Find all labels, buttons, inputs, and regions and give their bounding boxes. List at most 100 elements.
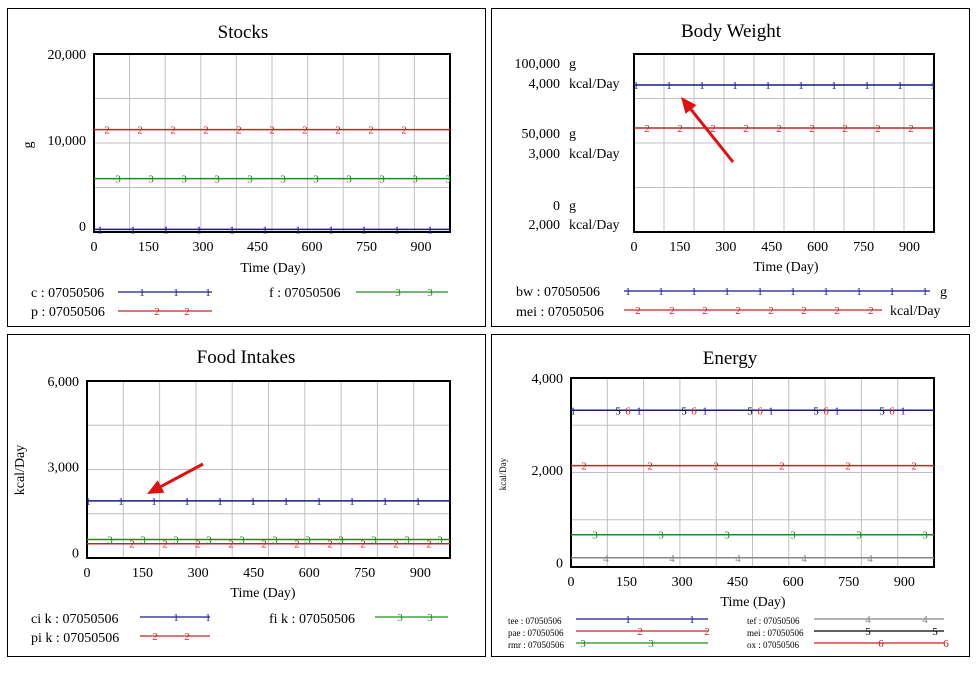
y-axis-label: kcal/Day [498, 457, 508, 490]
series-marker: 3 [658, 530, 664, 542]
series-marker: 1 [415, 496, 421, 508]
annotation-arrow [681, 97, 735, 163]
series-marker: 3 [724, 530, 730, 542]
y-tick-label: 10,000 [48, 134, 87, 149]
arrow-shaft [689, 108, 735, 163]
legend-label: pae : 07050506 [508, 628, 564, 638]
plot-frame [633, 53, 935, 233]
y-unit-label: kcal/Day [569, 147, 620, 162]
series-marker: 4 [801, 553, 807, 565]
series-marker: 2 [401, 125, 407, 137]
series-marker: 1 [897, 80, 903, 92]
series-marker: 3 [445, 174, 451, 186]
x-tick-label: 0 [631, 240, 638, 255]
legend-marker: 1 [205, 612, 211, 624]
x-tick-label: 300 [192, 240, 213, 255]
legend-label: pi k : 07050506 [31, 631, 119, 646]
legend-item: bw : 07050506 1 1 1 1 1 1 1 1 1 1 g [516, 285, 947, 300]
series-marker: 6 [823, 405, 829, 417]
x-tick-label: 450 [727, 575, 748, 590]
x-tick-label: 600 [807, 240, 828, 255]
legend-label: tee : 07050506 [508, 616, 562, 626]
series-marker: 1 [834, 405, 840, 417]
grid [634, 54, 934, 232]
series-marker: 2 [743, 123, 749, 135]
series-marker: 3 [379, 174, 385, 186]
x-tick-label: 900 [410, 240, 431, 255]
series-marker: 5 [747, 405, 753, 417]
legend-marker: 4 [922, 614, 928, 626]
series-marker: 1 [196, 224, 202, 236]
x-tick-label: 0 [91, 240, 98, 255]
legend-marker: 2 [768, 305, 774, 317]
series-marker: 1 [831, 80, 837, 92]
legend-label: c : 07050506 [31, 286, 104, 301]
legend-marker: 2 [735, 305, 741, 317]
legend-marker: 3 [427, 612, 433, 624]
x-tick-label: 300 [672, 575, 693, 590]
grid [571, 378, 934, 567]
y-tick-label: 50,000 [522, 127, 561, 142]
series-5: 5 5 5 5 5 [615, 405, 885, 417]
series-marker: 1 [328, 224, 334, 236]
y-tick-label: 4,000 [532, 372, 564, 387]
series-marker: 3 [338, 534, 344, 546]
series-1: 1 1 1 1 1 1 1 1 1 1 [633, 80, 936, 92]
legend-label: ci k : 07050506 [31, 612, 119, 627]
series-marker: 2 [261, 539, 267, 551]
x-tick-label: 750 [354, 566, 375, 581]
series-marker: 2 [393, 539, 399, 551]
legend-unit: kcal/Day [890, 304, 941, 319]
series-marker: 1 [229, 224, 235, 236]
legend-item: ci k : 07050506 1 1 [31, 612, 211, 627]
y-tick-label: 3,000 [48, 461, 80, 476]
series-marker: 3 [437, 534, 443, 546]
legend-label: rmr : 07050506 [508, 640, 564, 650]
series-marker: 2 [360, 539, 366, 551]
series-marker: 1 [130, 224, 136, 236]
series-marker: 1 [732, 80, 738, 92]
series-marker: 3 [181, 174, 187, 186]
series-marker: 1 [382, 496, 388, 508]
legend-marker: 3 [580, 638, 586, 650]
y-unit-label: kcal/Day [569, 77, 620, 92]
series-marker: 2 [170, 125, 176, 137]
series-marker: 3 [173, 534, 179, 546]
series-marker: 2 [129, 539, 135, 551]
chart-title: Food Intakes [197, 347, 296, 368]
series-marker: 2 [269, 125, 275, 137]
legend-marker: 2 [702, 305, 708, 317]
series-marker: 1 [570, 405, 576, 417]
legend-marker: 6 [878, 638, 884, 650]
legend-marker: 2 [184, 306, 190, 318]
series-marker: 1 [250, 496, 256, 508]
legend-marker: 1 [757, 286, 763, 298]
legend-item: mei : 07050506 5 5 [747, 626, 944, 638]
y-tick-label: 3,000 [529, 147, 561, 162]
series-marker: 3 [280, 174, 286, 186]
x-tick-label: 900 [894, 575, 915, 590]
plot-frame [86, 380, 451, 559]
series-marker: 3 [272, 534, 278, 546]
series-marker: 3 [371, 534, 377, 546]
series-marker: 2 [842, 123, 848, 135]
series-marker: 2 [137, 125, 143, 137]
series-marker: 1 [118, 496, 124, 508]
series-marker: 3 [404, 534, 410, 546]
x-tick-label: 0 [84, 566, 91, 581]
series-marker: 1 [699, 80, 705, 92]
y-tick-label: 0 [553, 199, 560, 214]
series-3: 3 3 3 3 3 3 3 3 3 3 3 [87, 534, 450, 546]
series-marker: 1 [666, 80, 672, 92]
series-marker: 2 [335, 125, 341, 137]
series-marker: 1 [184, 496, 190, 508]
legend-marker: 1 [724, 286, 730, 298]
series-marker: 2 [203, 125, 209, 137]
series-marker: 5 [615, 405, 621, 417]
legend-marker: 1 [691, 286, 697, 298]
chart-title: Stocks [218, 22, 269, 43]
series-marker: 4 [603, 553, 609, 565]
legend-marker: 6 [943, 638, 949, 650]
x-tick-label: 150 [616, 575, 637, 590]
legend-item: rmr : 07050506 3 3 [508, 638, 708, 650]
